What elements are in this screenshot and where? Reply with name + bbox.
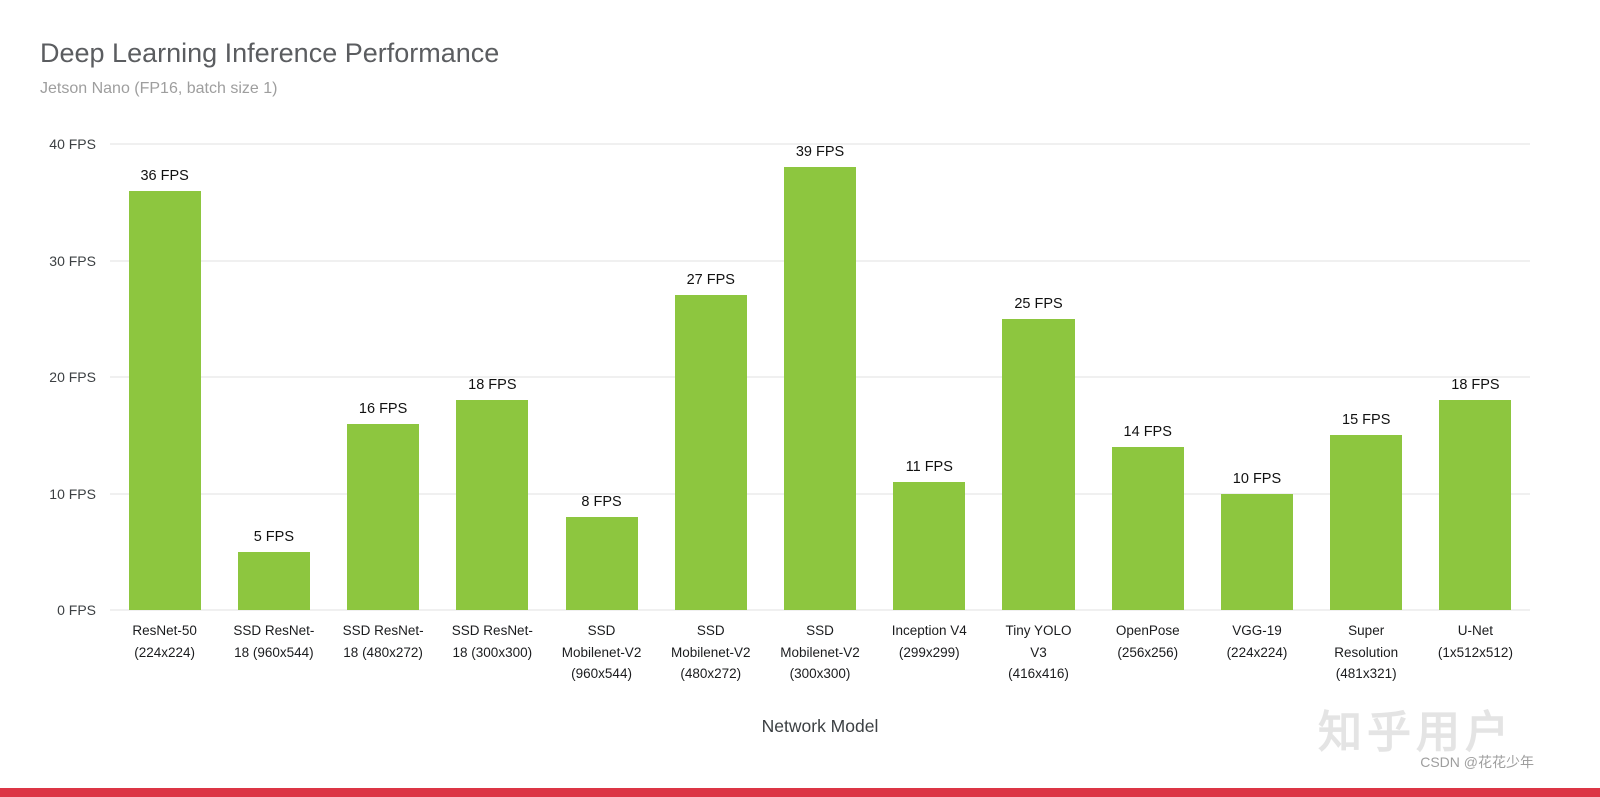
y-tick-label: 40 FPS xyxy=(49,136,96,152)
bar xyxy=(783,167,857,610)
bar-value-label: 39 FPS xyxy=(795,144,845,160)
bar-value-label: 10 FPS xyxy=(1232,470,1282,487)
bar xyxy=(1330,435,1403,610)
bar xyxy=(456,400,529,610)
x-axis-title: Network Model xyxy=(761,716,879,736)
category-label: SSD Mobilenet-V2 (300x300) xyxy=(780,623,860,682)
x-axis-labels: ResNet-50 (224x224) SSD ResNet- 18 (960x5… xyxy=(110,620,1530,685)
bar xyxy=(674,295,747,610)
bar xyxy=(565,516,638,610)
y-tick-label: 0 FPS xyxy=(57,602,96,618)
bar-value-label: 18 FPS xyxy=(1451,377,1500,394)
bar xyxy=(1002,318,1075,610)
bar-value-label: 25 FPS xyxy=(1014,295,1063,312)
bar-group: 36 FPS xyxy=(110,144,219,610)
bar xyxy=(237,551,310,610)
category-label: U-Net (1x512x512) xyxy=(1437,623,1513,660)
bar-group: 25 FPS xyxy=(984,144,1093,610)
bar-value-label: 18 FPS xyxy=(468,377,517,394)
bar xyxy=(1220,493,1293,610)
gridline xyxy=(110,609,1530,611)
category-label: Super Resolution (481x321) xyxy=(1334,623,1399,682)
chart-subtitle: Jetson Nano (FP16, batch size 1) xyxy=(40,80,278,97)
bar xyxy=(128,190,201,610)
plot-area: 0 FPS 10 FPS 20 FPS 30 FPS 40 FPS 36 FPS 5 FP… xyxy=(49,136,1530,618)
bar-group: 11 FPS xyxy=(875,144,984,610)
category-label: Tiny YOLO V3 (416x416) xyxy=(1005,623,1072,682)
bar-value-label: 8 FPS xyxy=(581,493,622,510)
bar xyxy=(893,481,966,610)
bottom-red-strip xyxy=(0,788,1600,797)
bar-value-label: 27 FPS xyxy=(686,272,735,289)
y-axis-labels: 0 FPS 10 FPS 20 FPS 30 FPS 40 FPS xyxy=(32,136,96,618)
bar-value-label: 15 FPS xyxy=(1342,412,1391,429)
bar-group: 14 FPS xyxy=(1093,144,1202,610)
category-label: VGG-19 (224x224) xyxy=(1226,623,1288,660)
bar-group: 18 FPS xyxy=(1421,144,1530,610)
bar-group: 5 FPS xyxy=(219,144,328,610)
bar xyxy=(1439,400,1512,610)
bar-value-label: 11 FPS xyxy=(905,458,953,475)
category-label: ResNet-50 (224x224) xyxy=(132,623,197,660)
bar xyxy=(347,423,420,610)
gridline xyxy=(110,143,1530,145)
category-label: Inception V4 (299x299) xyxy=(891,623,967,660)
bar-group: 8 FPS xyxy=(547,144,656,610)
y-tick-label: 10 FPS xyxy=(49,485,96,502)
bar xyxy=(1111,446,1184,610)
zhihu-watermark: 知乎用户 xyxy=(1318,708,1514,757)
bar-value-label: 36 FPS xyxy=(140,167,189,184)
category-label: SSD Mobilenet-V2 (480x272) xyxy=(671,623,751,682)
category-label: SSD ResNet- 18 (480x272) xyxy=(342,623,424,660)
category-label: SSD Mobilenet-V2 (960x544) xyxy=(561,623,642,682)
bar-group: 15 FPS xyxy=(1312,144,1421,610)
csdn-watermark: CSDN @花花少年 xyxy=(1420,754,1534,770)
category-label: SSD ResNet- 18 (960x544) xyxy=(233,623,315,660)
category-label: OpenPose (256x256) xyxy=(1115,623,1180,660)
bar-group: 16 FPS xyxy=(328,144,437,610)
category-label: SSD ResNet- 18 (300x300) xyxy=(451,623,533,660)
y-tick-label: 30 FPS xyxy=(49,252,96,269)
bar-group: 18 FPS xyxy=(438,144,547,610)
chart-title: Deep Learning Inference Performance xyxy=(40,38,500,68)
bar-group: 27 FPS xyxy=(656,144,765,610)
bar-value-label: 16 FPS xyxy=(358,400,408,417)
y-tick-label: 20 FPS xyxy=(49,369,96,385)
bars: 36 FPS 5 FPS 16 FPS 18 FPS 8 FPS 27 FPS 39 FPS… xyxy=(110,144,1530,610)
bar-group: 10 FPS xyxy=(1202,144,1311,610)
bar-value-label: 5 FPS xyxy=(253,528,294,545)
bar-value-label: 14 FPS xyxy=(1123,423,1172,440)
bar-group: 39 FPS xyxy=(765,144,874,610)
